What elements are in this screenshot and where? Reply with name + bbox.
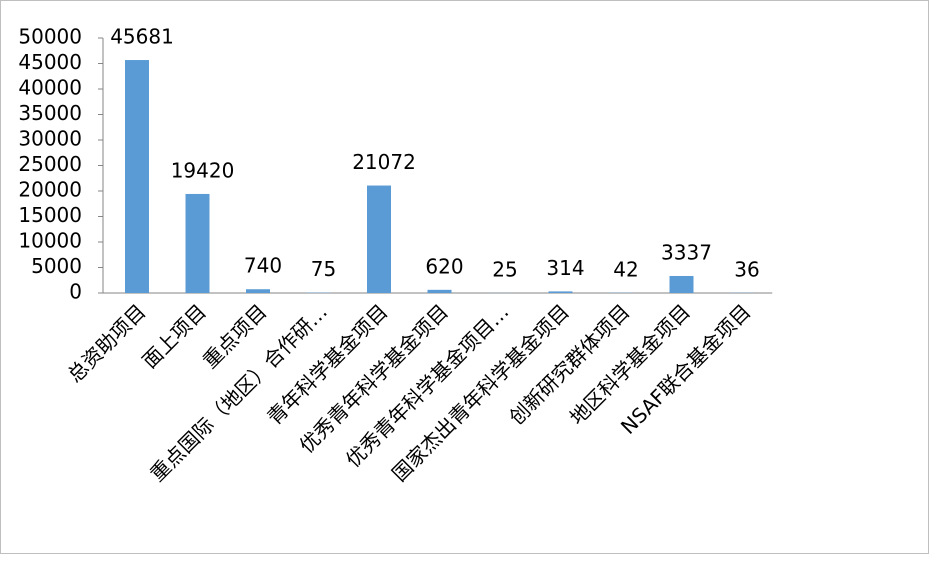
- data-label: 45681: [110, 25, 174, 49]
- data-label: 42: [613, 257, 638, 281]
- y-tick-label: 50000: [18, 25, 82, 49]
- data-label: 740: [244, 254, 282, 278]
- y-tick-label: 15000: [18, 203, 82, 227]
- bar: [125, 60, 149, 293]
- y-tick-label: 25000: [18, 152, 82, 176]
- bar: [246, 289, 270, 293]
- y-tick-label: 0: [69, 280, 82, 304]
- y-tick-label: 35000: [18, 101, 82, 125]
- data-label: 21072: [352, 150, 416, 174]
- y-tick-label: 45000: [18, 50, 82, 74]
- y-tick-label: 5000: [31, 254, 82, 278]
- data-label: 620: [425, 254, 463, 278]
- data-label: 36: [734, 257, 759, 281]
- bar: [427, 289, 452, 293]
- y-tick-label: 40000: [18, 76, 82, 100]
- data-label: 25: [492, 257, 517, 281]
- bar: [185, 193, 210, 293]
- data-label: 314: [546, 256, 584, 280]
- data-label: 19420: [171, 158, 235, 182]
- y-tick-label: 20000: [18, 178, 82, 202]
- bar: [367, 185, 391, 293]
- y-tick-label: 10000: [18, 229, 82, 253]
- bar: [548, 291, 573, 293]
- data-label: 75: [311, 257, 336, 281]
- y-tick-label: 30000: [18, 127, 82, 151]
- bar: [669, 275, 694, 293]
- data-label: 3337: [661, 240, 712, 264]
